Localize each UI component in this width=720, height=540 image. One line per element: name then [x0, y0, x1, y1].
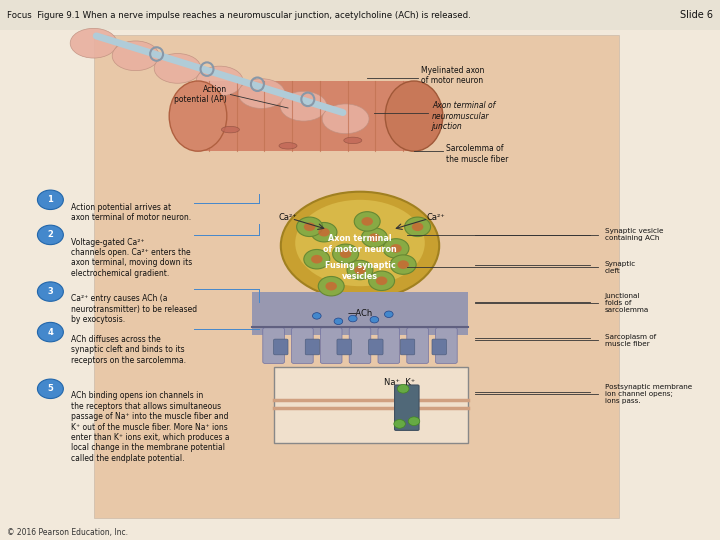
FancyBboxPatch shape: [320, 328, 342, 363]
Circle shape: [384, 311, 393, 318]
Ellipse shape: [112, 41, 159, 71]
Ellipse shape: [323, 104, 369, 134]
Circle shape: [354, 266, 366, 274]
Circle shape: [37, 282, 63, 301]
Text: Synaptic vesicle
containing ACh: Synaptic vesicle containing ACh: [605, 228, 663, 241]
FancyBboxPatch shape: [274, 367, 468, 443]
Ellipse shape: [238, 79, 285, 109]
Text: Ca²⁺: Ca²⁺: [279, 213, 297, 221]
FancyBboxPatch shape: [369, 339, 383, 355]
Text: Action
potential (AP): Action potential (AP): [174, 85, 227, 104]
Circle shape: [311, 255, 323, 264]
Circle shape: [354, 212, 380, 231]
Circle shape: [334, 318, 343, 325]
FancyBboxPatch shape: [432, 339, 446, 355]
FancyBboxPatch shape: [400, 339, 415, 355]
Circle shape: [370, 316, 379, 323]
FancyBboxPatch shape: [349, 328, 371, 363]
Circle shape: [318, 276, 344, 296]
Ellipse shape: [295, 200, 425, 286]
Ellipse shape: [70, 28, 117, 58]
FancyBboxPatch shape: [407, 328, 428, 363]
Text: Junctional
folds of
sarcolemma: Junctional folds of sarcolemma: [605, 293, 649, 314]
Ellipse shape: [222, 126, 239, 133]
Circle shape: [348, 315, 357, 322]
Ellipse shape: [279, 143, 297, 149]
Text: 4: 4: [48, 328, 53, 336]
Text: 2: 2: [48, 231, 53, 239]
Text: Slide 6: Slide 6: [680, 10, 713, 20]
FancyBboxPatch shape: [274, 339, 288, 355]
Ellipse shape: [154, 53, 201, 83]
Circle shape: [297, 217, 323, 237]
Text: Sarcoplasm of
muscle fiber: Sarcoplasm of muscle fiber: [605, 334, 656, 347]
Circle shape: [397, 384, 409, 393]
Circle shape: [405, 217, 431, 237]
Text: © 2016 Pearson Education, Inc.: © 2016 Pearson Education, Inc.: [7, 528, 128, 537]
Text: Fusing synaptic
vesicles: Fusing synaptic vesicles: [325, 261, 395, 281]
FancyBboxPatch shape: [378, 328, 400, 363]
Circle shape: [361, 228, 387, 247]
Ellipse shape: [385, 81, 443, 151]
Ellipse shape: [344, 137, 362, 144]
Circle shape: [390, 255, 416, 274]
Circle shape: [311, 222, 337, 242]
Text: Ca²⁺ entry causes ACh (a
neurotransmitter) to be released
by exocytosis.: Ca²⁺ entry causes ACh (a neurotransmitte…: [71, 294, 197, 324]
Circle shape: [333, 244, 359, 264]
Circle shape: [347, 260, 373, 280]
Circle shape: [312, 313, 321, 319]
Text: —ACh: —ACh: [347, 309, 373, 318]
Text: Myelinated axon
of motor neuron: Myelinated axon of motor neuron: [421, 66, 485, 85]
FancyBboxPatch shape: [395, 385, 419, 430]
Circle shape: [390, 244, 402, 253]
FancyBboxPatch shape: [0, 0, 720, 30]
Text: Postsynaptic membrane
ion channel opens;
ions pass.: Postsynaptic membrane ion channel opens;…: [605, 384, 692, 404]
FancyBboxPatch shape: [436, 328, 457, 363]
FancyBboxPatch shape: [94, 35, 619, 518]
Circle shape: [37, 379, 63, 399]
Text: ACh diffuses across the
synaptic cleft and binds to its
receptors on the sarcole: ACh diffuses across the synaptic cleft a…: [71, 335, 186, 365]
Circle shape: [37, 190, 63, 210]
Text: Axon terminal of
neuromuscular
junction: Axon terminal of neuromuscular junction: [432, 101, 495, 131]
Circle shape: [383, 239, 409, 258]
Text: Axon terminal
of motor neuron: Axon terminal of motor neuron: [323, 234, 397, 254]
FancyBboxPatch shape: [337, 339, 351, 355]
Text: Na⁺  K⁺: Na⁺ K⁺: [384, 378, 415, 387]
Circle shape: [408, 417, 420, 426]
Circle shape: [361, 217, 373, 226]
Ellipse shape: [280, 91, 327, 121]
Circle shape: [340, 249, 351, 258]
Circle shape: [304, 249, 330, 269]
Circle shape: [397, 260, 409, 269]
Circle shape: [369, 233, 380, 242]
Text: Action potential arrives at
axon terminal of motor neuron.: Action potential arrives at axon termina…: [71, 202, 191, 222]
Text: Ca²⁺: Ca²⁺: [426, 213, 445, 221]
Text: Sarcolemma of
the muscle fiber: Sarcolemma of the muscle fiber: [446, 144, 509, 164]
Circle shape: [304, 222, 315, 231]
Ellipse shape: [169, 81, 227, 151]
Circle shape: [37, 322, 63, 342]
Ellipse shape: [196, 66, 243, 96]
Text: 5: 5: [48, 384, 53, 393]
Text: Voltage-gated Ca²⁺
channels open. Ca²⁺ enters the
axon terminal, moving down its: Voltage-gated Ca²⁺ channels open. Ca²⁺ e…: [71, 238, 192, 278]
FancyBboxPatch shape: [198, 81, 414, 151]
FancyBboxPatch shape: [263, 328, 284, 363]
Text: 1: 1: [48, 195, 53, 204]
Circle shape: [369, 271, 395, 291]
Circle shape: [37, 225, 63, 245]
Circle shape: [394, 420, 405, 428]
Text: 3: 3: [48, 287, 53, 296]
Ellipse shape: [281, 192, 439, 300]
FancyBboxPatch shape: [292, 328, 313, 363]
FancyBboxPatch shape: [305, 339, 320, 355]
FancyBboxPatch shape: [252, 292, 468, 335]
Circle shape: [325, 282, 337, 291]
Circle shape: [318, 228, 330, 237]
Text: Focus  Figure 9.1 When a nerve impulse reaches a neuromuscular junction, acetylc: Focus Figure 9.1 When a nerve impulse re…: [7, 11, 471, 19]
Text: Synaptic
cleft: Synaptic cleft: [605, 261, 636, 274]
Text: ACh binding opens ion channels in
the receptors that allows simultaneous
passage: ACh binding opens ion channels in the re…: [71, 392, 229, 463]
Circle shape: [412, 222, 423, 231]
Circle shape: [376, 276, 387, 285]
